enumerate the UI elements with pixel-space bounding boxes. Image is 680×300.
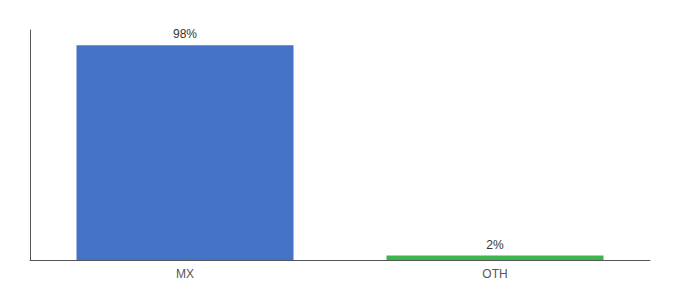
svg-text:MX: MX	[176, 267, 194, 281]
svg-text:2%: 2%	[486, 238, 504, 252]
svg-text:98%: 98%	[173, 27, 197, 41]
svg-text:OTH: OTH	[482, 267, 507, 281]
